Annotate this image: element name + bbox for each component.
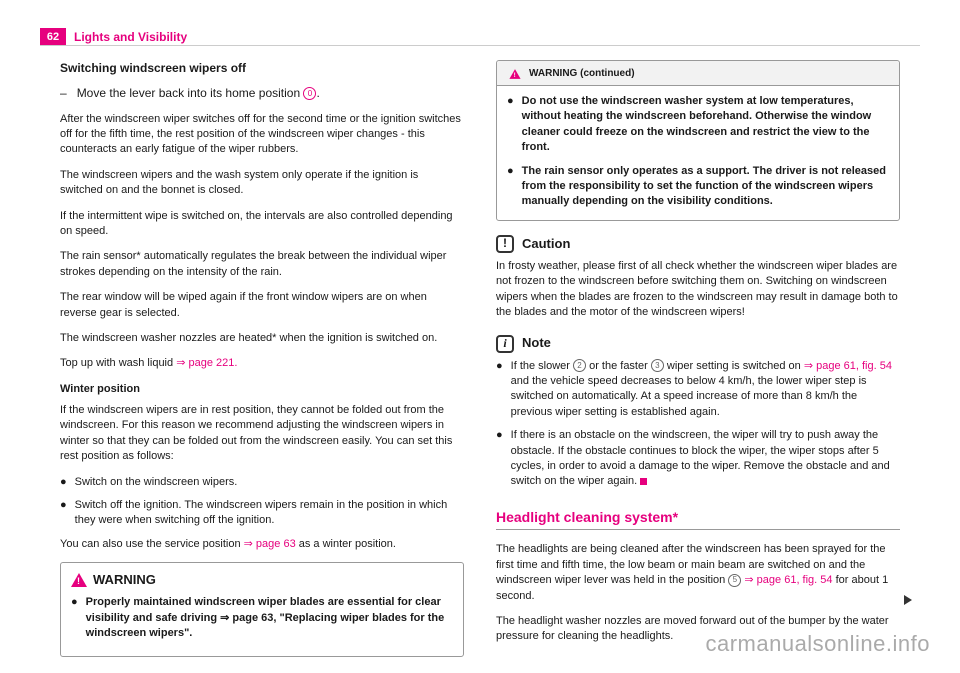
bullet-item: ● Switch off the ignition. The windscree… xyxy=(60,498,464,529)
note-bullet: ● If there is an obstacle on the windscr… xyxy=(496,428,900,490)
warning-bullet: ● The rain sensor only operates as a sup… xyxy=(507,164,889,210)
note-label: Note xyxy=(522,334,551,352)
right-column: WARNING (continued) ● Do not use the win… xyxy=(496,60,900,657)
warning-text: Properly maintained windscreen wiper bla… xyxy=(86,595,453,641)
paragraph: The windscreen wipers and the wash syste… xyxy=(60,168,464,199)
bullet-icon: ● xyxy=(496,428,503,490)
warning-bullet: ● Do not use the windscreen washer syste… xyxy=(507,94,889,156)
bullet-icon: ● xyxy=(71,595,78,641)
note-text-c: wiper setting is switched on xyxy=(664,360,804,372)
page-61-fig-54-link[interactable]: ⇒ page 61, fig. 54 xyxy=(804,360,892,372)
caution-paragraph: In frosty weather, please first of all c… xyxy=(496,259,900,321)
bullet-icon: ● xyxy=(507,94,514,156)
note-text: If there is an obstacle on the windscree… xyxy=(511,428,900,490)
paragraph-text: as a winter position. xyxy=(296,538,396,550)
step-text: Move the lever back into its home positi… xyxy=(77,85,320,102)
left-column: Switching windscreen wipers off – Move t… xyxy=(60,60,464,657)
section-end-icon xyxy=(640,478,647,485)
section-header: Lights and Visibility xyxy=(74,30,187,44)
bullet-icon: ● xyxy=(507,164,514,210)
caution-icon: ! xyxy=(496,235,514,253)
page-221-link[interactable]: ⇒ page 221. xyxy=(176,357,237,369)
warning-continued-box: WARNING (continued) ● Do not use the win… xyxy=(496,60,900,221)
warning-header: WARNING xyxy=(71,571,453,589)
warning-text: The rain sensor only operates as a suppo… xyxy=(522,164,889,210)
note-text-b: or the faster xyxy=(586,360,651,372)
headlight-cleaning-heading: Headlight cleaning system* xyxy=(496,508,900,531)
warning-continued-header: WARNING (continued) xyxy=(497,61,899,86)
paragraph: After the windscreen wiper switches off … xyxy=(60,112,464,158)
note-bullet: ● If the slower 2 or the faster 3 wiper … xyxy=(496,359,900,421)
continue-arrow-icon xyxy=(904,595,912,605)
position-marker-2: 2 xyxy=(573,359,586,372)
note-text-a: If the slower xyxy=(511,360,573,372)
note-header: i Note xyxy=(496,334,900,352)
note-text-main: If there is an obstacle on the windscree… xyxy=(511,429,890,487)
content-columns: Switching windscreen wipers off – Move t… xyxy=(0,0,960,657)
note-icon: i xyxy=(496,335,514,353)
paragraph: The rain sensor* automatically regulates… xyxy=(60,249,464,280)
note-text-d: and the vehicle speed decreases to below… xyxy=(511,375,867,418)
page-61-fig-54-link[interactable]: ⇒ page 61, fig. 54 xyxy=(744,574,832,586)
bullet-item: ● Switch on the windscreen wipers. xyxy=(60,475,464,490)
step-text-b: . xyxy=(316,86,319,100)
note-text: If the slower 2 or the faster 3 wiper se… xyxy=(511,359,900,421)
paragraph-text: Top up with wash liquid xyxy=(60,357,176,369)
paragraph-text: You can also use the service position xyxy=(60,538,244,550)
bullet-icon: ● xyxy=(496,359,503,421)
warning-triangle-icon xyxy=(71,573,87,587)
step-dash: – xyxy=(60,85,67,102)
warning-continued-label: WARNING (continued) xyxy=(529,67,635,81)
page-number: 62 xyxy=(40,28,66,46)
position-marker-3: 3 xyxy=(651,359,664,372)
warning-text-b: . xyxy=(189,627,192,639)
warning-text: Do not use the windscreen washer system … xyxy=(522,94,889,156)
warning-triangle-icon xyxy=(509,69,520,79)
paragraph: The windscreen washer nozzles are heated… xyxy=(60,331,464,346)
warning-box: WARNING ● Properly maintained windscreen… xyxy=(60,562,464,656)
bullet-text: Switch on the windscreen wipers. xyxy=(75,475,238,490)
warning-bullet: ● Properly maintained windscreen wiper b… xyxy=(71,595,453,641)
paragraph: If the intermittent wipe is switched on,… xyxy=(60,209,464,240)
warning-label: WARNING xyxy=(93,571,156,589)
position-marker-5: 5 xyxy=(728,574,741,587)
paragraph: The rear window will be wiped again if t… xyxy=(60,290,464,321)
paragraph: Top up with wash liquid ⇒ page 221. xyxy=(60,356,464,371)
header-rule xyxy=(40,45,920,46)
page-63-link[interactable]: ⇒ page 63 xyxy=(244,538,296,550)
paragraph: The headlights are being cleaned after t… xyxy=(496,542,900,604)
bullet-icon: ● xyxy=(60,498,67,529)
caution-header: ! Caution xyxy=(496,235,900,253)
bullet-text: Switch off the ignition. The windscreen … xyxy=(75,498,464,529)
caution-label: Caution xyxy=(522,235,570,253)
switching-off-heading: Switching windscreen wipers off xyxy=(60,60,464,77)
paragraph: If the windscreen wipers are in rest pos… xyxy=(60,403,464,465)
instruction-step: – Move the lever back into its home posi… xyxy=(60,85,464,102)
watermark: carmanualsonline.info xyxy=(705,631,930,657)
winter-position-heading: Winter position xyxy=(60,382,464,397)
bullet-icon: ● xyxy=(60,475,67,490)
position-marker-0: 0 xyxy=(303,87,316,100)
step-text-a: Move the lever back into its home positi… xyxy=(77,86,304,100)
paragraph: You can also use the service position ⇒ … xyxy=(60,537,464,552)
